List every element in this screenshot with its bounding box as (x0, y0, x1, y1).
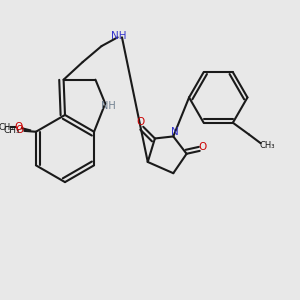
Text: N: N (171, 127, 178, 137)
Text: NH: NH (111, 31, 127, 41)
Text: O: O (199, 142, 207, 152)
Text: NH: NH (101, 101, 116, 112)
Text: O: O (136, 117, 144, 128)
Text: O: O (14, 122, 22, 132)
Text: O: O (16, 125, 24, 135)
Text: CH₃: CH₃ (0, 123, 14, 132)
Text: CH₃: CH₃ (259, 141, 275, 150)
Text: CH₃: CH₃ (3, 126, 20, 135)
